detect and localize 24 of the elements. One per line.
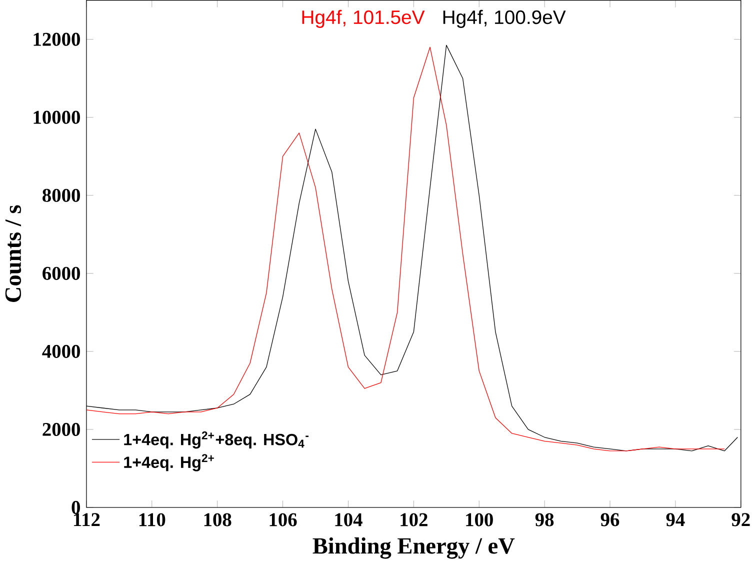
- x-tick-label: 100: [466, 513, 493, 526]
- legend-label: 1+4eq. Hg$^{2+}$+8eq. HSO$_{4}$-: [124, 431, 309, 449]
- x-tick-label: 108: [204, 513, 232, 526]
- y-axis-title: Counts / s: [5, 205, 22, 302]
- legend-label: 1+4eq. Hg$^{2+}$: [124, 454, 214, 472]
- y-tick-label: 2000: [42, 422, 80, 436]
- x-tick-label: 106: [270, 513, 297, 526]
- x-tick-label: 102: [400, 513, 428, 526]
- x-tick-label: 98: [535, 513, 554, 526]
- y-tick-label: 0: [72, 500, 80, 514]
- x-tick-label: 112: [74, 513, 100, 526]
- y-tick-label: 12000: [34, 32, 80, 46]
- y-tick-label: 8000: [42, 188, 80, 202]
- y-tick-label: 6000: [42, 266, 80, 280]
- x-tick-label: 94: [666, 513, 685, 526]
- x-axis-title: Binding Energy / eV: [312, 537, 515, 559]
- annotation: Hg4f, 100.9eV: [443, 10, 566, 28]
- x-tick-label: 92: [732, 513, 750, 526]
- y-tick-label: 4000: [42, 344, 80, 358]
- x-tick-label: 110: [139, 513, 166, 526]
- y-tick-label: 10000: [34, 110, 80, 124]
- x-tick-label: 96: [600, 513, 620, 526]
- annotation: Hg4f, 101.5eV: [302, 10, 425, 28]
- x-tick-label: 104: [335, 513, 362, 526]
